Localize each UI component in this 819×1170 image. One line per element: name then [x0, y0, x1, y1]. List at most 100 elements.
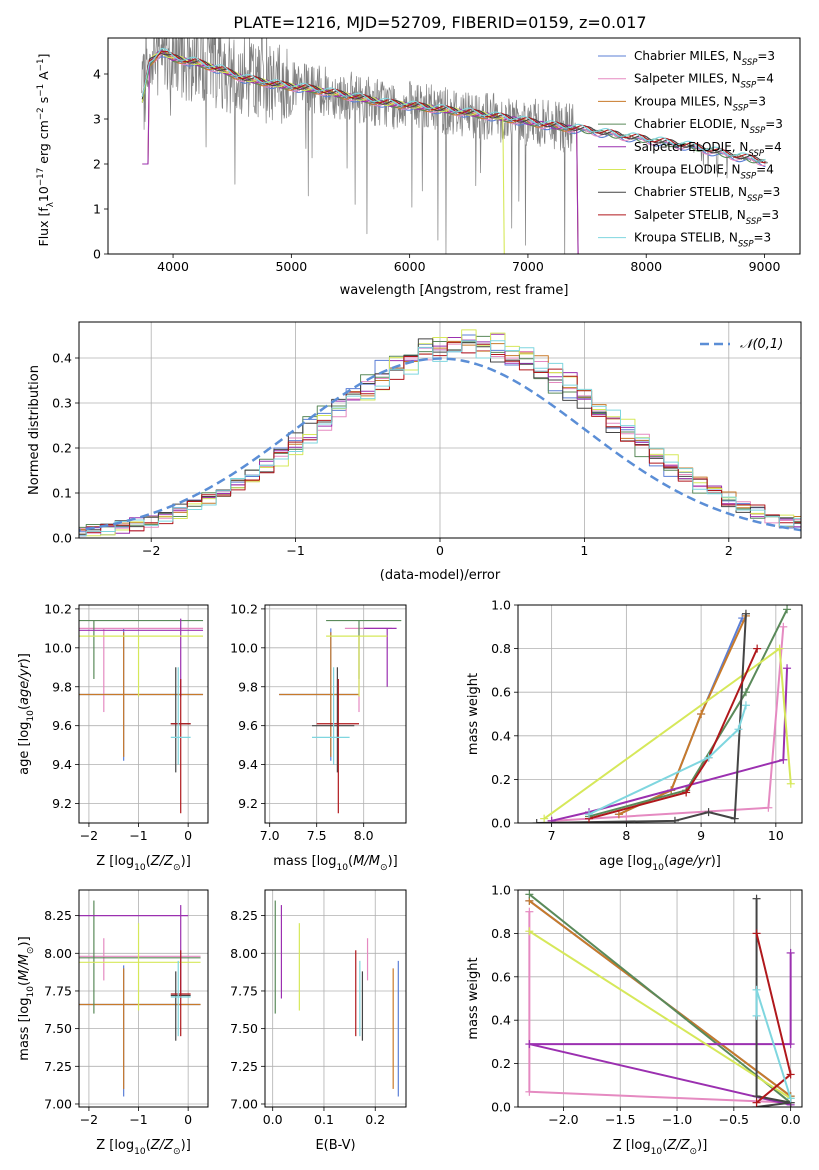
y-tick-label: 7.50	[44, 1021, 72, 1036]
y-tick-label: 0.8	[491, 641, 511, 656]
grid	[518, 604, 802, 824]
x-tick-label: 9000	[749, 259, 781, 274]
age-vs-mass-panel: 7.0 7.5 8.0 9.2 9.4 9.6 9.8 10.0 10.2 mass [log10…	[230, 601, 407, 873]
y-tick-label: 7.00	[230, 1096, 258, 1111]
legend-name: Kroupa ELODIE, N	[634, 163, 741, 177]
grid	[265, 605, 406, 823]
legend-nssp: =4	[764, 140, 782, 154]
x-tick-label: 8000	[630, 259, 662, 274]
legend-entry: Kroupa MILES, NSSP=3	[634, 94, 766, 113]
mass-vs-extinction-panel: 0.0 0.1 0.2 7.00 7.25 7.50 7.75 8.00 8.25 E(B-V)	[230, 889, 407, 1153]
label-part: Flux [f	[36, 207, 51, 247]
legend-entry: Kroupa STELIB, NSSP=3	[634, 231, 771, 250]
label-part: age [log	[599, 854, 652, 869]
y-tick-label: 0.2	[491, 772, 511, 787]
x-tick-label: 7000	[512, 259, 544, 274]
legend-entry: Salpeter MILES, NSSP=4	[634, 72, 774, 91]
age-vs-metallicity-panel: −2 −1 09.29.49.69.810.010.2Z [log10(Z/Z⊙)]…	[17, 601, 209, 873]
legend-sub: SSP	[747, 194, 763, 204]
y-tick-label: 7.50	[230, 1021, 258, 1036]
axes-frame	[517, 604, 803, 824]
normal-reference-curve	[79, 357, 801, 532]
label-part: mass weight	[466, 673, 481, 755]
plot-area	[141, 38, 769, 254]
x-tick-label: 8	[622, 828, 630, 843]
legend-nssp: =3	[757, 49, 775, 63]
legend-nssp: =3	[748, 94, 766, 108]
y-tick-label: 7.75	[230, 983, 258, 998]
legend-entry: Chabrier STELIB, NSSP=3	[634, 185, 780, 204]
x-tick-label: 7	[548, 828, 556, 843]
label-part: ⊙	[173, 1147, 181, 1157]
label-part: )]	[17, 653, 32, 663]
x-tick-label: 1	[580, 543, 588, 558]
x-axis-label: Z [log10(Z/Z⊙)]	[96, 1138, 191, 1157]
legend-sub: SSP	[746, 217, 762, 227]
x-tick-label: −1	[129, 828, 147, 843]
y-tick-label: 0.6	[491, 969, 511, 984]
y-axis-label: age [log10(age/yr)]	[17, 653, 36, 775]
label-part: )]	[17, 936, 32, 946]
x-tick-label: 0	[436, 543, 444, 558]
y-tick-label: 10.0	[44, 640, 72, 655]
x-tick-label: −1	[286, 543, 304, 558]
label-part: (	[17, 705, 32, 710]
legend-sub: SSP	[738, 240, 754, 250]
label-part: M/M	[17, 954, 32, 981]
y-tick-label: 9.8	[52, 679, 72, 694]
y-tick-label: 9.6	[52, 718, 72, 733]
cumulative-line-kroupa-stelib	[588, 704, 747, 816]
y-tick-label: 0.2	[491, 1056, 511, 1071]
label-part: Z/Z	[150, 1138, 174, 1153]
y-tick-label: 10.2	[44, 601, 72, 616]
label-part: )]	[697, 1138, 707, 1153]
x-tick-label: 9	[697, 828, 705, 843]
axes: 4000 5000 6000 7000 8000 9000 0 1 2 3 4 wavelength …	[36, 37, 801, 298]
legend-sub: SSP	[748, 149, 764, 159]
figure-title: PLATE=1216, MJD=52709, FIBERID=0159, z=0…	[233, 13, 646, 32]
x-tick-label: 6000	[394, 259, 426, 274]
axes-frame	[78, 604, 209, 824]
y-tick-label: 0.0	[491, 816, 511, 831]
y-tick-label: 9.4	[52, 757, 72, 772]
x-tick-label: −2	[80, 1112, 98, 1127]
label-part: mass [log	[17, 998, 32, 1061]
x-tick-label: 0.0	[263, 1112, 283, 1127]
label-part: )]	[181, 1138, 191, 1153]
x-axis-label: Z [log10(Z/Z⊙)]	[96, 854, 191, 873]
x-tick-label: 10	[768, 828, 784, 843]
legend-name: Kroupa MILES, N	[634, 94, 733, 108]
y-tick-label: 0.4	[491, 1013, 511, 1028]
legend-name: Chabrier ELODIE, N	[634, 117, 750, 131]
cumulative-line-kroupa-elodie	[543, 647, 792, 820]
legend-name: Chabrier STELIB, N	[634, 185, 747, 199]
x-axis-label: Z [log10(Z/Z⊙)]	[613, 1138, 708, 1157]
y-tick-label: 8.25	[44, 908, 72, 923]
y-axis-label: mass weight	[466, 673, 481, 755]
legend: Chabrier MILES, N SSP =3 Salpeter MILES, NS…	[598, 49, 783, 250]
y-tick-label: 0.2	[52, 441, 72, 456]
label-part: ⊙	[380, 863, 388, 873]
x-tick-label: −1.5	[605, 1112, 635, 1127]
label-part: )]	[181, 854, 191, 869]
legend-name: Chabrier MILES, N	[634, 49, 742, 63]
y-tick-label: 0.0	[491, 1100, 511, 1115]
label-part: 10	[134, 1147, 146, 1157]
y-tick-label: 7.75	[44, 983, 72, 998]
label-part: Normed distribution	[27, 365, 42, 495]
model-spectrum-kroupa-miles	[142, 50, 582, 254]
x-tick-label: 7.5	[307, 828, 327, 843]
legend-name: Salpeter ELODIE, N	[634, 140, 748, 154]
label-part: age/yr	[17, 662, 32, 705]
label-part: (	[146, 854, 151, 869]
label-part: (	[662, 1138, 667, 1153]
plot-area	[274, 900, 399, 1097]
legend-nssp: =3	[765, 117, 783, 131]
y-tick-label: 3	[93, 112, 101, 127]
y-tick-label: 0.1	[52, 486, 72, 501]
label-part: (	[146, 1138, 151, 1153]
y-tick-label: 0.6	[491, 685, 511, 700]
model-spectrum-kroupa-stelib	[141, 47, 766, 162]
y-tick-label: 7.25	[44, 1059, 72, 1074]
histogram-chabrier-stelib	[79, 338, 801, 535]
